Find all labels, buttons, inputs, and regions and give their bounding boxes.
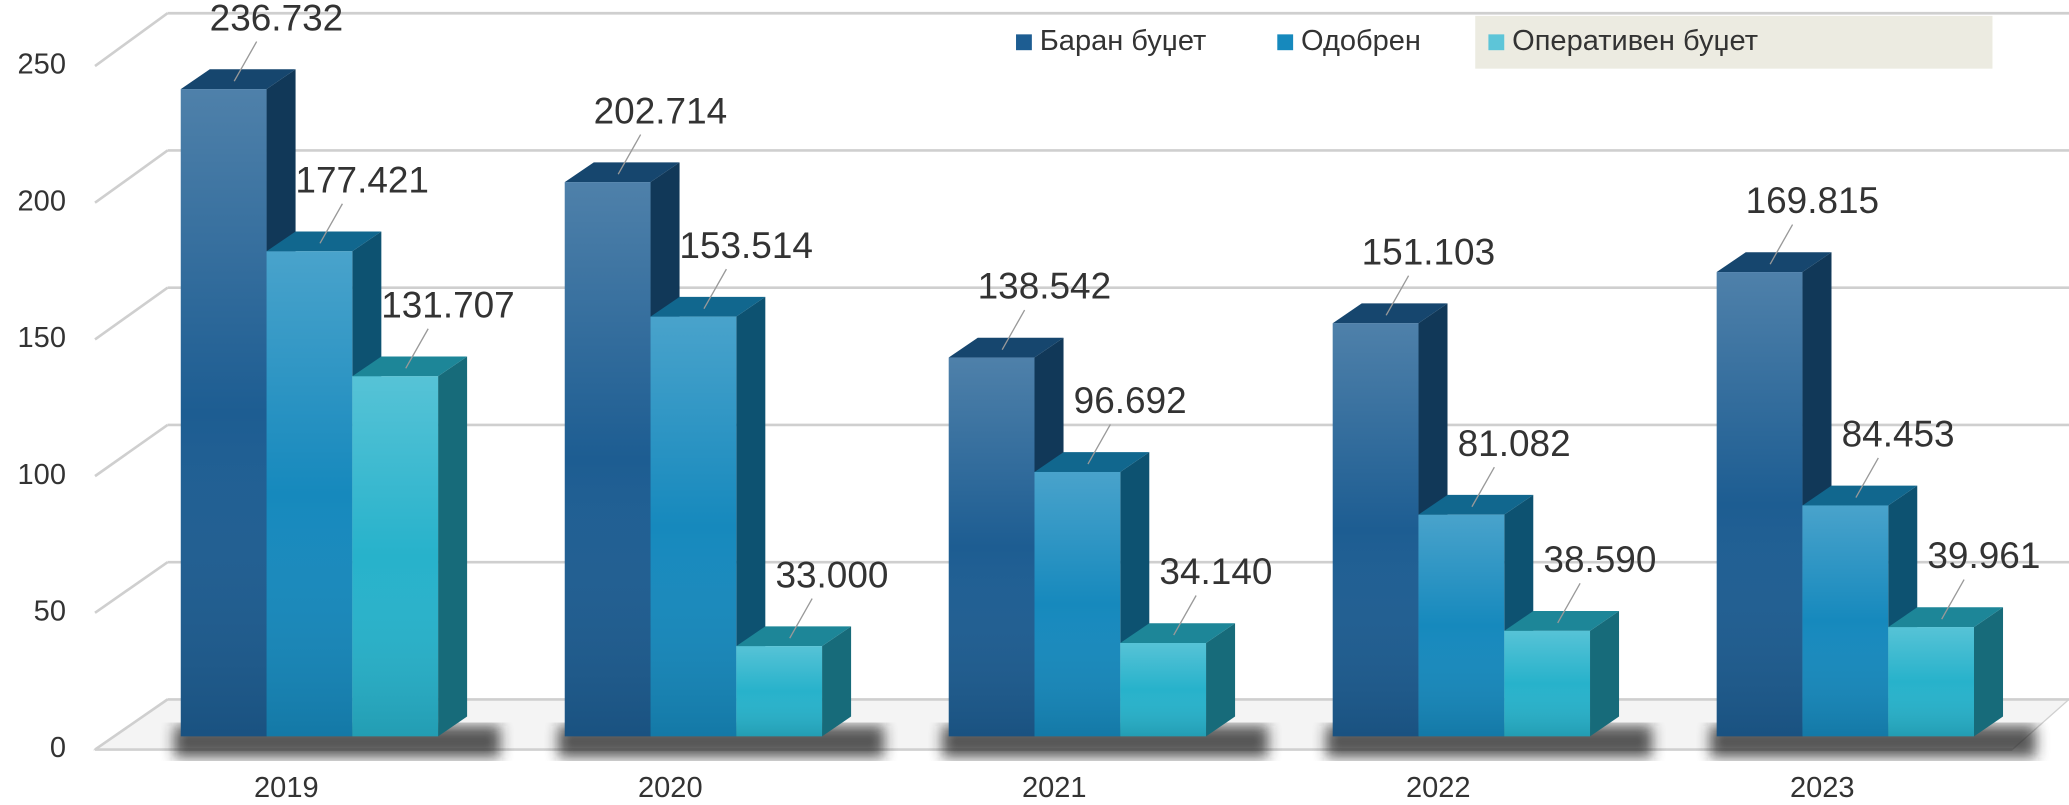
leader-line [617,134,642,175]
value-label: 138.542 [978,266,1112,307]
legend-highlight [1475,15,1993,69]
x-tick-label: 2021 [1022,772,1087,804]
bar-top [1504,611,1620,631]
bar-gloss [650,316,737,737]
value-label: 202.714 [594,90,728,131]
value-label: 39.961 [1927,535,2040,576]
legend-swatch [1488,34,1505,51]
value-label: 177.421 [295,159,429,200]
bar-side [438,356,468,737]
leader-line [1769,224,1794,265]
bar-top [736,626,852,647]
bar-gloss [266,251,353,737]
bar-gloss [564,182,651,737]
bar-gloss [948,357,1035,737]
leader-line [1173,595,1197,636]
legend-label: Оперативен буџет [1512,25,1758,57]
bar-gloss [1418,514,1505,737]
legend-label: Одобрен [1301,25,1421,57]
bar-top [948,337,1064,358]
bar-side [822,626,852,737]
leader-line [319,203,343,244]
grid-depth-line [94,698,169,751]
bar-top [1034,452,1150,472]
leader-line [1557,583,1581,624]
bar-top [1888,607,2004,628]
value-label: 38.590 [1543,539,1656,580]
value-label: 131.707 [381,284,515,325]
bar-gloss [1034,471,1121,737]
bar-gloss [1716,272,1803,737]
bar-gloss [736,646,823,737]
x-tick-label: 2023 [1790,772,1855,804]
bar-top [1120,623,1236,643]
bar-gloss [352,376,439,737]
legend-swatch [1277,34,1294,51]
bar-gloss [1802,505,1889,737]
x-tick-label: 2019 [254,772,319,804]
leader-line [1471,466,1495,508]
value-label: 169.815 [1746,180,1880,221]
legend-label: Баран буџет [1040,25,1207,57]
grid-depth-line [94,423,169,478]
bar-gloss [1888,627,1974,737]
x-tick-label: 2022 [1406,772,1471,804]
x-tick-label: 2020 [638,772,703,804]
bar-gloss [180,89,267,737]
bar-side [1973,607,2004,737]
leader-line [789,598,813,639]
y-tick-label: 250 [18,49,66,81]
value-label: 96.692 [1074,380,1187,421]
bar-top [352,356,468,377]
leader-line [1087,424,1111,465]
y-tick-label: 0 [50,732,66,764]
leader-line [703,268,727,310]
y-tick-label: 150 [18,322,66,354]
leader-line [233,41,258,82]
bar-side [1206,623,1236,737]
leader-line [1941,579,1965,620]
leader-line [1001,309,1026,350]
value-label: 84.453 [1842,414,1955,455]
grid-depth-line [94,561,169,614]
bar-top [180,69,296,90]
leader-line [1855,457,1879,498]
bar-side [1590,611,1620,737]
bar-side [736,296,766,737]
grid-depth-line [94,286,169,341]
value-label: 236.732 [210,0,344,38]
bar-top [1716,252,1832,273]
leader-line [1385,275,1410,316]
grid-depth-line [94,12,169,68]
value-label: 153.514 [679,225,813,266]
value-label: 34.140 [1159,551,1272,592]
y-tick-label: 50 [34,596,66,628]
bar-top [564,162,680,183]
bar-top [266,231,382,252]
value-label: 81.082 [1458,423,1571,464]
bar-gloss [1504,630,1591,737]
y-tick-label: 100 [18,459,66,491]
bar-top [650,296,766,317]
y-tick-label: 200 [18,185,66,217]
bar-gloss [1332,323,1419,737]
grid-depth-line [94,149,169,204]
bar-gloss [1120,642,1207,737]
value-label: 151.103 [1362,231,1496,272]
value-label: 33.000 [775,554,888,595]
leader-line [405,328,429,369]
legend-swatch [1016,34,1032,51]
bar-top [1418,494,1534,515]
bar-top [1332,303,1448,324]
bar-top [1802,485,1918,506]
